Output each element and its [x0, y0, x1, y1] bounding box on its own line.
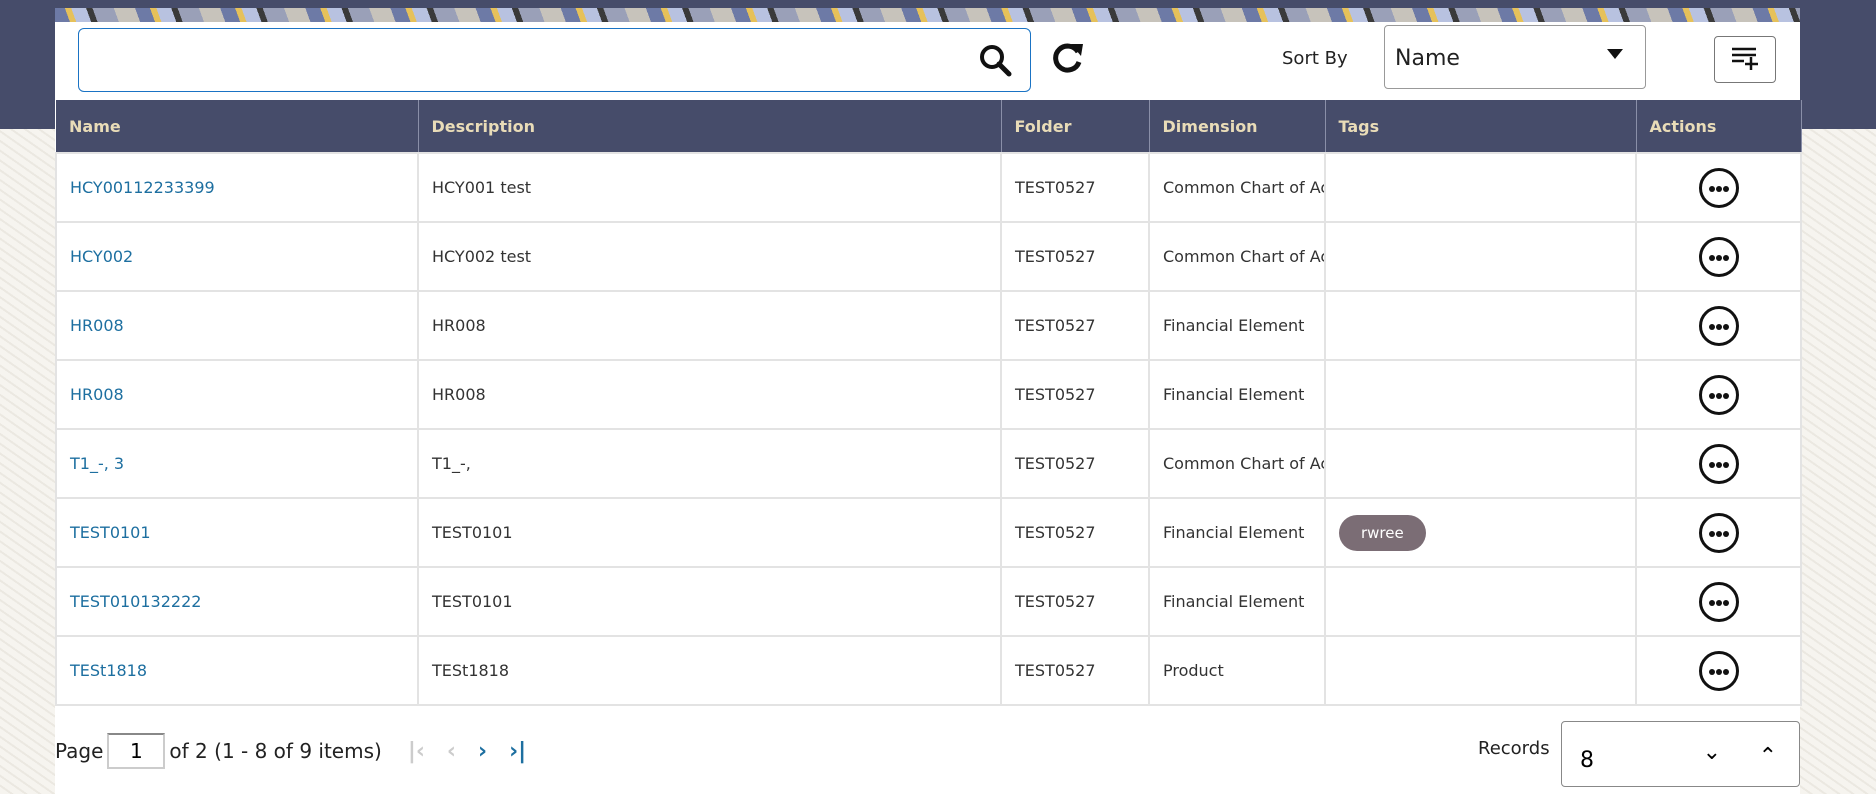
row-folder: TEST0527: [1000, 152, 1150, 223]
row-name-link[interactable]: HCY00112233399: [55, 152, 419, 223]
row-folder: TEST0527: [1000, 290, 1150, 361]
more-actions-icon[interactable]: [1698, 167, 1739, 208]
row-name-link[interactable]: HCY002: [55, 221, 419, 292]
row-dimension: Product: [1148, 635, 1326, 706]
table-row: HR008 HR008 TEST0527 Financial Element: [55, 359, 1802, 430]
table-row: T1_-, 3 T1_-, TEST0527 Common Chart of A…: [55, 428, 1802, 499]
records-stepper[interactable]: 8 ⌄ ⌃: [1561, 721, 1800, 787]
row-description: HCY002 test: [417, 221, 1002, 292]
row-name-link[interactable]: TEST010132222: [55, 566, 419, 637]
table-row: TESt1818 TESt1818 TEST0527 Product: [55, 635, 1802, 706]
more-actions-icon[interactable]: [1698, 650, 1739, 691]
row-description: TEST0101: [417, 497, 1002, 568]
table-row: HR008 HR008 TEST0527 Financial Element: [55, 290, 1802, 361]
row-description: TESt1818: [417, 635, 1002, 706]
row-dimension: Financial Element: [1148, 497, 1326, 568]
page-input[interactable]: [107, 733, 166, 769]
chevron-down-icon[interactable]: ⌄: [1702, 740, 1721, 765]
row-tags: [1324, 221, 1637, 292]
more-actions-icon[interactable]: [1698, 443, 1739, 484]
row-folder: TEST0527: [1000, 566, 1150, 637]
list-card: Sort By Name Name Description Folder Dim…: [55, 8, 1802, 794]
playlist-add-icon: [1732, 47, 1758, 70]
pagination: Page of 2 (1 - 8 of 9 items) |‹ ‹ › ›|: [55, 733, 526, 769]
refresh-icon[interactable]: [1051, 40, 1085, 78]
prev-page-icon[interactable]: ‹: [446, 738, 456, 764]
row-name-link[interactable]: TESt1818: [55, 635, 419, 706]
data-table: Name Description Folder Dimension Tags A…: [55, 100, 1802, 706]
col-description[interactable]: Description: [418, 100, 1002, 153]
page-summary: of 2 (1 - 8 of 9 items): [169, 739, 382, 763]
row-description: HCY001 test: [417, 152, 1002, 223]
row-actions: [1635, 566, 1802, 637]
row-tags: [1324, 359, 1637, 430]
row-folder: TEST0527: [1000, 428, 1150, 499]
row-tags: [1324, 290, 1637, 361]
row-folder: TEST0527: [1000, 635, 1150, 706]
decorative-banner: [55, 8, 1800, 22]
more-actions-icon[interactable]: [1698, 236, 1739, 277]
table-row: HCY002 HCY002 test TEST0527 Common Chart…: [55, 221, 1802, 292]
row-name-link[interactable]: HR008: [55, 359, 419, 430]
row-folder: TEST0527: [1000, 497, 1150, 568]
page-label: Page: [55, 739, 104, 763]
next-page-icon[interactable]: ›: [478, 738, 488, 764]
more-actions-icon[interactable]: [1698, 512, 1739, 553]
row-folder: TEST0527: [1000, 221, 1150, 292]
records-value: 8: [1580, 748, 1594, 773]
last-page-icon[interactable]: ›|: [509, 738, 527, 764]
row-tags: [1324, 428, 1637, 499]
sort-value: Name: [1395, 46, 1460, 71]
table-row: TEST010132222 TEST0101 TEST0527 Financia…: [55, 566, 1802, 637]
row-name-link[interactable]: T1_-, 3: [55, 428, 419, 499]
row-dimension: Financial Element: [1148, 359, 1326, 430]
row-actions: [1635, 497, 1802, 568]
caret-down-icon: [1607, 49, 1623, 59]
table-row: HCY00112233399 HCY001 test TEST0527 Comm…: [55, 152, 1802, 223]
row-description: TEST0101: [417, 566, 1002, 637]
row-folder: TEST0527: [1000, 359, 1150, 430]
col-actions: Actions: [1636, 100, 1802, 153]
row-tags: [1324, 635, 1637, 706]
search-icon[interactable]: [978, 43, 1012, 81]
row-description: HR008: [417, 359, 1002, 430]
table-row: TEST0101 TEST0101 TEST0527 Financial Ele…: [55, 497, 1802, 568]
sort-by-label: Sort By: [1282, 48, 1348, 69]
col-folder[interactable]: Folder: [1001, 100, 1150, 153]
add-list-button[interactable]: [1714, 36, 1776, 83]
row-dimension: Financial Element: [1148, 566, 1326, 637]
more-actions-icon[interactable]: [1698, 374, 1739, 415]
row-description: HR008: [417, 290, 1002, 361]
chevron-up-icon[interactable]: ⌃: [1758, 744, 1777, 769]
row-tags: [1324, 566, 1637, 637]
records-label: Records: [1478, 738, 1550, 759]
row-dimension: Common Chart of Ac: [1148, 152, 1326, 223]
tag-badge: rwree: [1339, 514, 1426, 551]
row-tags: [1324, 152, 1637, 223]
col-tags[interactable]: Tags: [1325, 100, 1637, 153]
col-dimension[interactable]: Dimension: [1149, 100, 1326, 153]
row-dimension: Common Chart of Ac: [1148, 221, 1326, 292]
row-actions: [1635, 359, 1802, 430]
col-name[interactable]: Name: [56, 100, 419, 153]
row-actions: [1635, 635, 1802, 706]
more-actions-icon[interactable]: [1698, 305, 1739, 346]
row-dimension: Common Chart of Ac: [1148, 428, 1326, 499]
row-actions: [1635, 152, 1802, 223]
sort-by-select[interactable]: Name: [1384, 25, 1646, 89]
more-actions-icon[interactable]: [1698, 581, 1739, 622]
row-actions: [1635, 221, 1802, 292]
row-actions: [1635, 290, 1802, 361]
search-input[interactable]: [78, 28, 1031, 92]
row-dimension: Financial Element: [1148, 290, 1326, 361]
first-page-icon[interactable]: |‹: [407, 738, 425, 764]
row-name-link[interactable]: TEST0101: [55, 497, 419, 568]
row-tags: rwree: [1324, 497, 1637, 568]
row-name-link[interactable]: HR008: [55, 290, 419, 361]
row-description: T1_-,: [417, 428, 1002, 499]
row-actions: [1635, 428, 1802, 499]
